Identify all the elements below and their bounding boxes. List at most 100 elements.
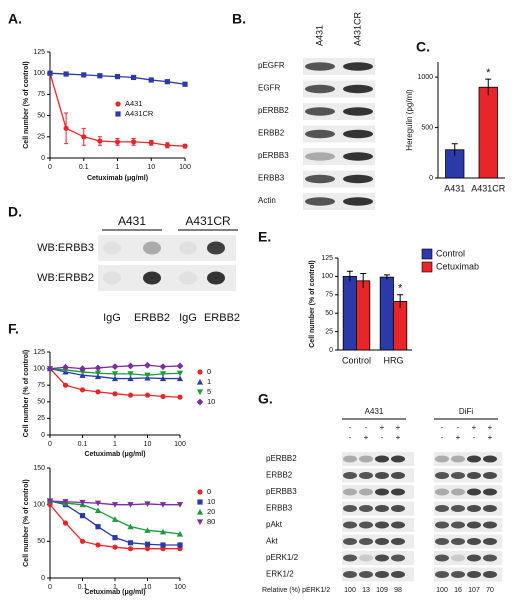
blot-band [143, 271, 161, 285]
blot-band [343, 538, 357, 545]
blot-band [391, 455, 405, 463]
marker [79, 513, 86, 519]
group-label: A431CR [185, 214, 231, 228]
blot-band [451, 521, 465, 529]
marker [182, 81, 188, 87]
x-tick-label: 100 [174, 441, 186, 448]
blot-band [343, 107, 373, 116]
annotation: * [398, 283, 403, 295]
row-label: WB:ERBB2 [37, 272, 94, 284]
blot-band [467, 488, 481, 496]
y-tick-label: 50 [325, 310, 333, 317]
blot-band [467, 554, 481, 562]
blot-band [343, 152, 373, 161]
bar [393, 301, 408, 351]
marker [176, 530, 184, 537]
blot-band [467, 472, 481, 479]
legend-label: Cetuximab [436, 261, 479, 271]
blot-band [435, 521, 449, 529]
y-tick-label: 125 [33, 349, 45, 356]
legend-marker [115, 111, 121, 117]
legend-swatch [421, 248, 433, 260]
y-tick-label: 25 [37, 415, 45, 422]
marker [111, 516, 119, 522]
marker [144, 541, 151, 547]
marker [95, 524, 101, 530]
blot-band [359, 554, 373, 562]
blot-band [207, 271, 225, 285]
blot-band [305, 129, 335, 139]
x-tick-label: 0.1 [79, 164, 89, 171]
marker [159, 502, 167, 508]
marker [95, 542, 101, 548]
blot-band [343, 488, 357, 496]
blot-band [103, 241, 121, 255]
blot-band [143, 241, 161, 255]
row-label: ERBB3 [266, 504, 293, 513]
legend-label: 0 [207, 487, 211, 496]
blot-band [359, 505, 373, 512]
marker [176, 362, 184, 370]
series-line [49, 504, 180, 550]
treatment-sign: + [364, 433, 369, 442]
error-bar [485, 78, 492, 96]
blot-band [207, 241, 225, 255]
lane-label: ERBB2 [204, 312, 240, 324]
y-tick-label: 150 [33, 465, 45, 472]
blot-band [343, 472, 357, 479]
bar [478, 86, 498, 179]
group-label: A431 [365, 407, 384, 416]
panel-label: B. [232, 11, 246, 27]
column-label: A431CR [352, 11, 362, 46]
marker [176, 375, 184, 382]
panel-label: G. [258, 391, 273, 407]
blot-band [343, 505, 357, 512]
marker [97, 138, 103, 144]
row-label: ERK1/2 [266, 570, 294, 579]
blot-band [451, 554, 465, 562]
treatment-sign: + [472, 423, 477, 432]
marker [148, 140, 154, 146]
treatment-sign: - [381, 433, 384, 442]
legend-marker [197, 499, 203, 505]
marker [94, 370, 102, 377]
marker [131, 74, 137, 81]
marker [127, 392, 134, 398]
treatment-sign: + [396, 433, 401, 442]
quant-value: 70 [486, 587, 494, 594]
y-axis-label: Cell number (% of control) [309, 260, 316, 348]
blot-band [451, 488, 465, 496]
marker [127, 523, 134, 530]
x-tick-label: A431 [444, 183, 465, 193]
blot-band [375, 472, 389, 479]
y-tick-label: 0 [41, 575, 45, 582]
marker [111, 363, 119, 371]
blot-band [343, 84, 373, 94]
blot-band [435, 538, 449, 545]
blot-band [179, 241, 197, 255]
marker [131, 139, 137, 145]
blot-band [305, 84, 335, 94]
row-label: WB:ERBB3 [37, 242, 94, 254]
marker [112, 535, 118, 541]
row-label: EGFR [258, 84, 280, 93]
y-tick-label: 75 [37, 91, 45, 98]
quant-value: 13 [362, 587, 370, 594]
legend-marker [196, 508, 204, 515]
y-tick-label: 0 [329, 347, 333, 354]
marker [62, 382, 69, 388]
marker [127, 375, 134, 382]
marker [112, 544, 118, 550]
row-label: Actin [258, 196, 276, 205]
y-tick-label: 1000 [417, 74, 433, 81]
marker [160, 393, 166, 400]
bar [379, 276, 394, 351]
marker [95, 389, 101, 395]
blot-band [435, 472, 449, 479]
marker [159, 528, 167, 535]
row-label: Akt [266, 537, 278, 546]
blot-band [391, 571, 405, 578]
marker [63, 71, 69, 77]
marker [127, 362, 134, 370]
